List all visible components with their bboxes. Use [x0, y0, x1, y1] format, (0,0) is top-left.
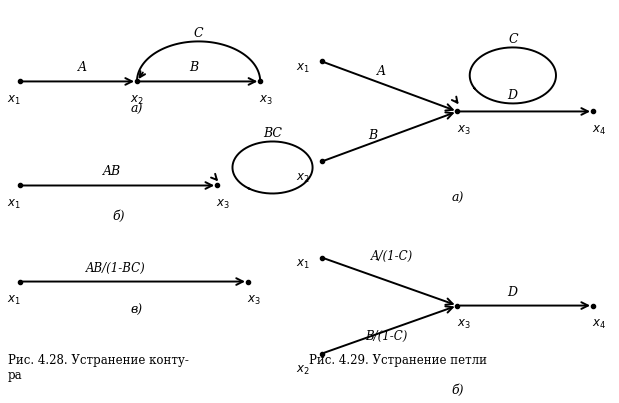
Text: C: C	[508, 33, 517, 46]
Text: C: C	[194, 27, 204, 40]
Text: AB: AB	[103, 166, 121, 179]
Text: $x_4$: $x_4$	[592, 123, 606, 137]
Text: $x_3$: $x_3$	[216, 197, 230, 211]
Text: $x_1$: $x_1$	[297, 258, 310, 271]
Text: $x_3$: $x_3$	[457, 318, 470, 331]
Text: а): а)	[451, 191, 464, 204]
Text: а): а)	[131, 104, 143, 116]
Text: $x_1$: $x_1$	[7, 293, 20, 307]
Text: $x_2$: $x_2$	[297, 172, 310, 185]
Text: D: D	[507, 286, 517, 299]
Text: A: A	[378, 65, 386, 79]
Text: $x_4$: $x_4$	[592, 318, 606, 331]
Text: б): б)	[451, 384, 464, 397]
Text: $x_3$: $x_3$	[457, 123, 470, 137]
Text: $x_1$: $x_1$	[297, 61, 310, 75]
Text: $x_2$: $x_2$	[297, 364, 310, 377]
Text: $x_2$: $x_2$	[130, 93, 144, 106]
Text: B/(1-C): B/(1-C)	[365, 330, 407, 343]
Text: BC: BC	[263, 127, 282, 141]
Text: D: D	[507, 89, 517, 102]
Text: Рис. 4.28. Устранение конту-
ра: Рис. 4.28. Устранение конту- ра	[7, 353, 188, 382]
Text: A: A	[79, 61, 87, 75]
Text: AB/(1-BC): AB/(1-BC)	[85, 262, 145, 274]
Text: $x_1$: $x_1$	[7, 93, 20, 106]
Text: в): в)	[131, 303, 143, 317]
Text: $x_1$: $x_1$	[7, 197, 20, 211]
Text: б): б)	[112, 210, 124, 222]
Text: B: B	[368, 129, 377, 143]
Text: $x_3$: $x_3$	[247, 293, 261, 307]
Text: $x_3$: $x_3$	[259, 93, 273, 106]
Text: A/(1-C): A/(1-C)	[371, 249, 413, 262]
Text: B: B	[189, 61, 199, 75]
Text: Рис. 4.29. Устранение петли: Рис. 4.29. Устранение петли	[310, 353, 488, 367]
